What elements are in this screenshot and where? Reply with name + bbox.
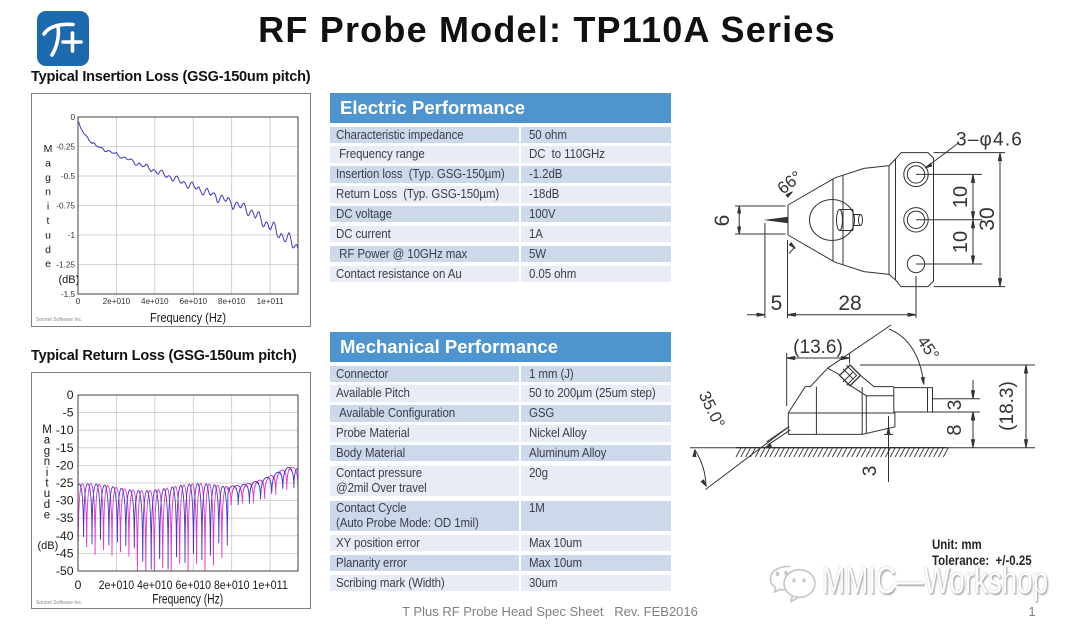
svg-text:M: M	[44, 143, 53, 155]
svg-text:t: t	[47, 215, 50, 227]
svg-text:n: n	[45, 186, 51, 198]
svg-text:3: 3	[945, 400, 966, 411]
svg-text:0: 0	[70, 113, 75, 122]
svg-text:-30: -30	[56, 494, 74, 508]
svg-text:0: 0	[75, 578, 82, 592]
svg-text:e: e	[45, 258, 51, 270]
svg-text:8e+010: 8e+010	[218, 297, 246, 306]
svg-text:6: 6	[711, 215, 734, 227]
svg-text:-0.25: -0.25	[56, 142, 75, 151]
svg-text:(13.6): (13.6)	[793, 337, 843, 358]
svg-text:1e+011: 1e+011	[257, 297, 284, 306]
svg-text:-15: -15	[56, 441, 74, 455]
svg-text:4e+010: 4e+010	[141, 297, 169, 306]
svg-text:10: 10	[950, 186, 972, 208]
svg-text:a: a	[45, 157, 51, 169]
svg-text:u: u	[45, 229, 51, 241]
svg-text:g: g	[45, 172, 51, 184]
svg-text:-40: -40	[56, 529, 74, 543]
svg-text:a: a	[44, 435, 51, 447]
svg-text:4e+010: 4e+010	[137, 578, 173, 592]
svg-text:i: i	[46, 467, 49, 479]
svg-text:10: 10	[950, 231, 972, 253]
svg-text:0: 0	[76, 297, 81, 306]
svg-text:t: t	[45, 478, 49, 490]
svg-text:i: i	[47, 201, 49, 213]
svg-text:-10: -10	[56, 423, 74, 437]
svg-text:-0.75: -0.75	[56, 201, 75, 210]
svg-text:u: u	[44, 488, 50, 500]
svg-text:6e+010: 6e+010	[176, 578, 212, 592]
svg-text:n: n	[44, 456, 50, 468]
svg-text:d: d	[44, 499, 50, 511]
svg-text:g: g	[44, 445, 50, 457]
svg-text:-0.5: -0.5	[61, 172, 76, 181]
svg-text:M: M	[42, 424, 52, 436]
svg-text:-25: -25	[56, 476, 74, 490]
svg-text:30: 30	[976, 207, 999, 230]
svg-text:5: 5	[771, 292, 783, 315]
svg-text:-45: -45	[56, 546, 74, 560]
svg-text:Frequency (Hz): Frequency (Hz)	[150, 310, 226, 325]
svg-text:(18.3): (18.3)	[997, 381, 1018, 431]
svg-text:2e+010: 2e+010	[99, 578, 135, 592]
svg-text:(dB): (dB)	[38, 540, 59, 552]
svg-text:-50: -50	[56, 564, 74, 578]
svg-text:Frequency (Hz): Frequency (Hz)	[152, 592, 223, 607]
svg-text:28: 28	[838, 292, 861, 315]
svg-text:3: 3	[860, 466, 881, 477]
svg-text:2e+010: 2e+010	[103, 297, 131, 306]
svg-text:35.0°: 35.0°	[695, 388, 728, 431]
svg-text:d: d	[45, 244, 51, 256]
svg-text:0: 0	[67, 388, 74, 402]
svg-text:-1: -1	[68, 231, 76, 240]
svg-text:Sonnet Software Inc.: Sonnet Software Inc.	[36, 317, 82, 323]
svg-text:8e+010: 8e+010	[214, 578, 250, 592]
svg-text:Sonnet Software Inc.: Sonnet Software Inc.	[36, 600, 82, 606]
svg-text:-1.5: -1.5	[61, 290, 76, 299]
svg-text:1e+011: 1e+011	[252, 578, 288, 592]
svg-text:6e+010: 6e+010	[180, 297, 208, 306]
svg-text:-5: -5	[63, 406, 74, 420]
svg-text:3–φ4.6: 3–φ4.6	[956, 130, 1023, 151]
svg-text:-35: -35	[56, 511, 74, 525]
svg-text:8: 8	[944, 424, 966, 435]
svg-text:-20: -20	[56, 458, 74, 472]
svg-text:(dB): (dB)	[59, 274, 80, 286]
svg-text:e: e	[44, 510, 50, 522]
svg-text:-1.25: -1.25	[56, 260, 75, 269]
